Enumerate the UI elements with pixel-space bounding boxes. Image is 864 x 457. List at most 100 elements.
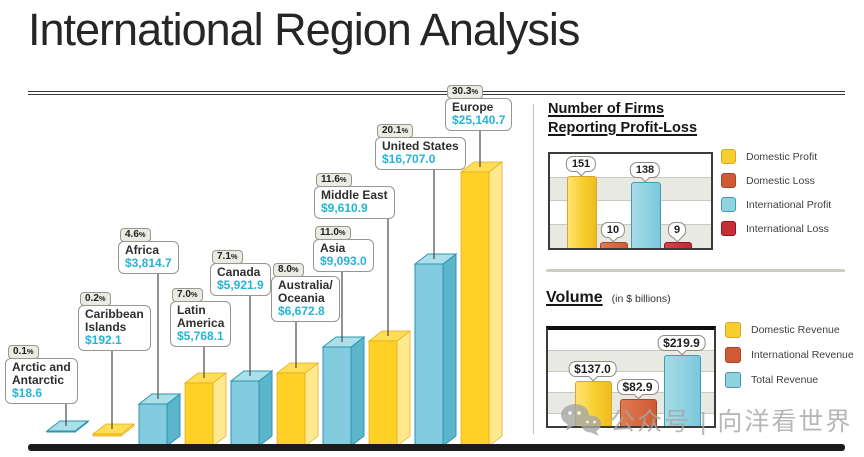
region-value: $5,768.1 xyxy=(177,329,224,343)
bar-international-revenue xyxy=(620,399,657,426)
legend-item-domestic-profit: Domestic Profit xyxy=(721,149,831,164)
legend-item-international-profit: International Profit xyxy=(721,197,831,212)
page-title: International Region Analysis xyxy=(28,4,580,55)
legend-item-domestic-loss: Domestic Loss xyxy=(721,173,831,188)
legend-swatch-orange xyxy=(721,173,736,188)
bar-total-revenue xyxy=(664,355,701,426)
legend-label: Domestic Profit xyxy=(746,150,818,163)
legend-item-domestic-revenue: Domestic Revenue xyxy=(725,322,854,338)
top-double-rule xyxy=(28,91,845,95)
firms-chart: 151 10 138 9 xyxy=(548,152,713,250)
value-badge-domestic-profit: 151 xyxy=(565,156,597,172)
value-badge-international-profit: 138 xyxy=(629,162,661,178)
label-arctic-and-antarctic: Arctic and Antarctic $18.6 xyxy=(5,358,78,404)
volume-chart-title: Volume (in $ billions) xyxy=(546,289,671,306)
label-canada: Canada $5,921.9 xyxy=(210,263,271,296)
region-value: $192.1 xyxy=(85,333,122,347)
bar-australia-oceania xyxy=(275,362,320,447)
wechat-icon xyxy=(561,404,601,436)
pct-badge-arctic-and-antarctic: 0.1% xyxy=(8,345,39,359)
bar-caribbean-islands xyxy=(91,423,136,437)
region-value: $18.6 xyxy=(12,386,43,400)
region-value: $6,672.8 xyxy=(278,304,325,318)
label-caribbean-islands: Caribbean Islands $192.1 xyxy=(78,305,151,351)
label-australia-oceania: Australia/ Oceania $6,672.8 xyxy=(271,276,340,322)
bar-asia xyxy=(321,335,366,448)
legend-swatch-yellow xyxy=(721,149,736,164)
legend-item-total-revenue: Total Revenue xyxy=(725,372,854,388)
region-name: Asia xyxy=(320,241,346,255)
region-value: $25,140.7 xyxy=(452,113,506,127)
pct-badge-canada: 7.1% xyxy=(212,250,243,264)
bar-international-loss xyxy=(664,242,692,248)
region-name: Africa xyxy=(125,243,160,257)
region-name: Caribbean Islands xyxy=(85,307,144,334)
legend-swatch-blue xyxy=(721,197,736,212)
region-name: Australia/ Oceania xyxy=(278,278,333,305)
value-badge-domestic-revenue: $137.0 xyxy=(568,361,617,377)
region-name: Europe xyxy=(452,100,494,114)
legend-item-international-loss: International Loss xyxy=(721,221,831,236)
region-name: Middle East xyxy=(321,188,388,202)
legend-swatch-red xyxy=(721,221,736,236)
watermark: 公众号 | 向洋看世界 xyxy=(560,402,852,438)
right-panel-divider xyxy=(546,269,845,272)
firms-chart-title: Number of Firms Reporting Profit-Loss xyxy=(548,101,698,136)
legend-label: International Profit xyxy=(746,198,832,211)
region-value: $5,921.9 xyxy=(217,278,264,292)
legend-label: Total Revenue xyxy=(751,374,819,386)
watermark-text: 公众号 | 向洋看世界 xyxy=(610,408,853,436)
pct-badge-africa: 4.6% xyxy=(120,228,151,242)
legend-item-international-revenue: International Revenue xyxy=(725,347,854,363)
legend-swatch-orange xyxy=(725,347,741,363)
volume-chart-subtitle: (in $ billions) xyxy=(611,293,671,305)
region-value: $9,093.0 xyxy=(320,254,367,268)
label-united-states: United States $16,707.0 xyxy=(375,137,466,170)
bar-domestic-profit xyxy=(567,176,597,248)
bar-united-states xyxy=(413,252,458,448)
bar-international-profit xyxy=(631,182,661,248)
legend-swatch-blue xyxy=(725,372,741,388)
bar-domestic-loss xyxy=(600,242,628,248)
bar-africa xyxy=(137,392,182,448)
legend-label: Domestic Revenue xyxy=(751,324,840,336)
label-africa: Africa $3,814.7 xyxy=(118,241,179,274)
label-middle-east: Middle East $9,610.9 xyxy=(314,186,395,219)
region-value: $9,610.9 xyxy=(321,201,368,215)
panel-divider-vertical xyxy=(533,104,534,434)
legend-label: International Revenue xyxy=(751,349,854,361)
label-europe: Europe $25,140.7 xyxy=(445,98,513,131)
label-latin-america: Latin America $5,768.1 xyxy=(170,301,232,347)
pct-badge-europe: 30.3% xyxy=(447,85,484,99)
value-badge-total-revenue: $219.9 xyxy=(657,335,706,351)
pct-badge-australia-oceania: 8.0% xyxy=(273,263,304,277)
legend-label: International Loss xyxy=(746,222,829,235)
region-value: $3,814.7 xyxy=(125,256,172,270)
bar-latin-america xyxy=(183,372,228,447)
legend-label: Domestic Loss xyxy=(746,174,815,187)
bar-middle-east xyxy=(367,330,412,447)
label-asia: Asia $9,093.0 xyxy=(313,239,374,272)
chart-baseline xyxy=(28,444,845,451)
bar-arctic-and-antarctic xyxy=(45,419,90,434)
region-value: $16,707.0 xyxy=(382,152,436,166)
legend-swatch-yellow xyxy=(725,322,741,338)
firms-legend: Domestic Profit Domestic Loss Internationa… xyxy=(721,149,831,245)
region-name: Canada xyxy=(217,265,261,279)
value-badge-international-loss: 9 xyxy=(667,222,687,238)
region-name: Latin America xyxy=(177,303,225,330)
pct-badge-caribbean-islands: 0.2% xyxy=(80,292,111,306)
pct-badge-united-states: 20.1% xyxy=(377,124,414,138)
pct-badge-middle-east: 11.6% xyxy=(316,173,352,187)
pct-badge-latin-america: 7.0% xyxy=(172,288,203,302)
pct-badge-asia: 11.0% xyxy=(315,226,351,240)
value-badge-international-revenue: $82.9 xyxy=(616,379,659,395)
bar-europe xyxy=(459,161,504,447)
region-name: Arctic and Antarctic xyxy=(12,360,71,387)
region-name: United States xyxy=(382,139,459,153)
bar-canada xyxy=(229,369,274,448)
volume-legend: Domestic Revenue International Revenue Tot… xyxy=(725,322,854,397)
value-badge-domestic-loss: 10 xyxy=(600,222,626,238)
